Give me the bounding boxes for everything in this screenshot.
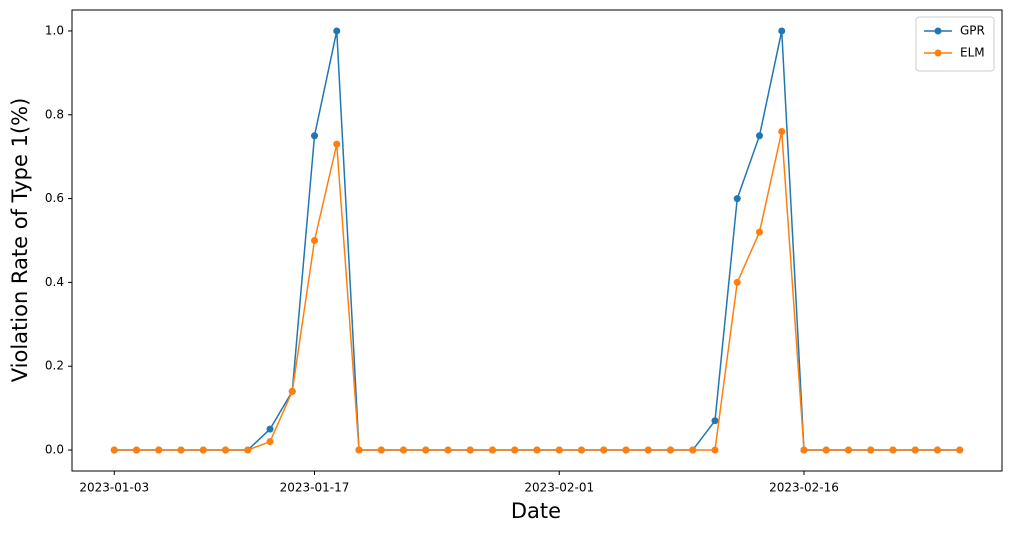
data-point: [867, 446, 875, 454]
data-point: [400, 446, 408, 454]
data-point: [622, 446, 630, 454]
data-point: [199, 446, 207, 454]
data-point: [555, 446, 563, 454]
data-point: [266, 438, 274, 446]
data-point: [911, 446, 919, 454]
data-point: [489, 446, 497, 454]
data-point: [778, 27, 786, 35]
x-axis-label: Date: [511, 499, 561, 523]
data-point: [711, 417, 719, 425]
data-point: [755, 228, 763, 236]
data-point: [711, 446, 719, 454]
legend: GPR ELM: [915, 16, 995, 72]
data-point: [733, 195, 741, 203]
data-point: [333, 27, 341, 35]
y-tick-label: 1.0: [45, 23, 64, 37]
data-point: [844, 446, 852, 454]
legend-label: GPR: [960, 24, 985, 38]
y-tick-label: 0.6: [45, 191, 64, 205]
data-point: [533, 446, 541, 454]
data-point: [466, 446, 474, 454]
data-point: [511, 446, 519, 454]
data-point: [133, 446, 141, 454]
data-point: [689, 446, 697, 454]
data-point: [244, 446, 252, 454]
data-point: [288, 387, 296, 395]
data-point: [222, 446, 230, 454]
data-point: [800, 446, 808, 454]
data-point: [155, 446, 163, 454]
data-point: [600, 446, 608, 454]
series-line: [114, 131, 960, 451]
data-point: [577, 446, 585, 454]
data-point: [933, 446, 941, 454]
data-point: [733, 278, 741, 286]
data-point: [956, 446, 964, 454]
data-point: [889, 446, 897, 454]
data-point: [333, 140, 341, 148]
data-point: [444, 446, 452, 454]
legend-marker: [934, 27, 942, 35]
data-point: [644, 446, 652, 454]
data-point: [177, 446, 185, 454]
data-point: [822, 446, 830, 454]
y-tick-label: 0.8: [45, 107, 64, 121]
y-tick-label: 0.2: [45, 359, 64, 373]
series-line: [114, 30, 960, 451]
legend-label: ELM: [960, 46, 985, 60]
data-point: [666, 446, 674, 454]
data-point: [355, 446, 363, 454]
data-point: [377, 446, 385, 454]
data-point: [110, 446, 118, 454]
x-tick-label: 2023-02-01: [524, 481, 594, 495]
x-tick-label: 2023-01-03: [79, 481, 149, 495]
y-tick-label: 0.0: [45, 443, 64, 457]
data-point: [311, 237, 319, 244]
data-point: [266, 425, 274, 433]
data-point: [422, 446, 430, 454]
x-tick-label: 2023-01-17: [280, 481, 350, 495]
data-point: [311, 132, 319, 140]
x-tick-label: 2023-02-16: [769, 481, 839, 495]
plot-frame: [71, 9, 1003, 472]
y-axis-label: Violation Rate of Type 1(%): [8, 98, 32, 383]
data-point: [755, 132, 763, 140]
y-tick-label: 0.4: [45, 275, 64, 289]
legend-marker: [934, 49, 942, 57]
data-point: [778, 128, 786, 136]
